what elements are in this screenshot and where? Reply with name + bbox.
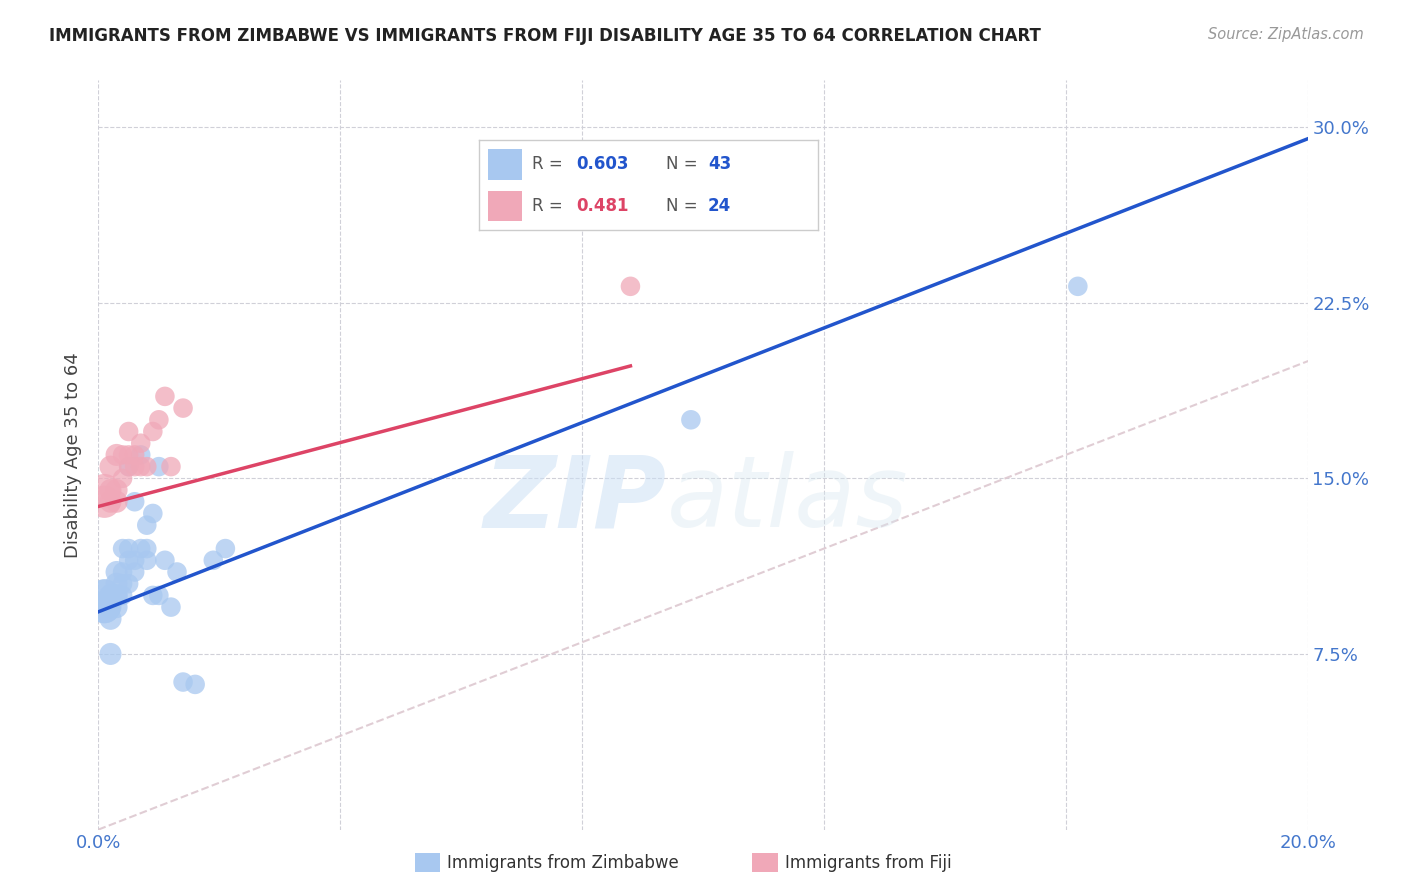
Point — [118, 553, 141, 567]
Point — [100, 589, 122, 603]
Point — [93, 600, 115, 615]
Text: ZIP: ZIP — [484, 451, 666, 549]
Point — [118, 425, 141, 439]
Point — [111, 541, 134, 556]
Point — [93, 589, 115, 603]
Point — [124, 494, 146, 508]
Point — [118, 541, 141, 556]
Point — [124, 553, 146, 567]
Text: Source: ZipAtlas.com: Source: ZipAtlas.com — [1208, 27, 1364, 42]
Point — [105, 576, 128, 591]
Point — [135, 518, 157, 533]
Point — [148, 413, 170, 427]
Point — [111, 448, 134, 462]
Point — [105, 589, 128, 603]
Point — [118, 459, 141, 474]
Point — [148, 589, 170, 603]
Point — [111, 471, 134, 485]
Point — [124, 459, 146, 474]
Point — [93, 600, 115, 615]
Point — [100, 494, 122, 508]
Point — [142, 425, 165, 439]
Point — [111, 576, 134, 591]
Point — [100, 589, 122, 603]
Point — [129, 448, 152, 462]
Point — [93, 483, 115, 497]
Point — [142, 589, 165, 603]
Point — [135, 541, 157, 556]
Point — [100, 600, 122, 615]
Point — [135, 459, 157, 474]
Text: Immigrants from Zimbabwe: Immigrants from Zimbabwe — [447, 854, 679, 871]
Point — [166, 565, 188, 579]
Point — [142, 507, 165, 521]
Point — [100, 647, 122, 661]
Point — [153, 389, 176, 403]
Point — [172, 675, 194, 690]
Point — [100, 459, 122, 474]
Point — [135, 553, 157, 567]
Point — [100, 612, 122, 626]
Point — [160, 600, 183, 615]
Point — [105, 483, 128, 497]
Point — [202, 553, 225, 567]
Point — [124, 565, 146, 579]
Point — [118, 448, 141, 462]
Point — [124, 448, 146, 462]
Point — [153, 553, 176, 567]
Point — [111, 565, 134, 579]
Point — [111, 589, 134, 603]
Text: Immigrants from Fiji: Immigrants from Fiji — [785, 854, 952, 871]
Point — [619, 279, 641, 293]
Point — [118, 459, 141, 474]
Point — [93, 589, 115, 603]
Point — [105, 494, 128, 508]
Point — [679, 413, 702, 427]
Point — [160, 459, 183, 474]
Point — [172, 401, 194, 416]
Text: IMMIGRANTS FROM ZIMBABWE VS IMMIGRANTS FROM FIJI DISABILITY AGE 35 TO 64 CORRELA: IMMIGRANTS FROM ZIMBABWE VS IMMIGRANTS F… — [49, 27, 1040, 45]
Point — [105, 600, 128, 615]
Point — [184, 677, 207, 691]
Point — [105, 589, 128, 603]
Y-axis label: Disability Age 35 to 64: Disability Age 35 to 64 — [65, 352, 83, 558]
Point — [129, 459, 152, 474]
Point — [105, 448, 128, 462]
Text: atlas: atlas — [666, 451, 908, 549]
Point — [105, 565, 128, 579]
Point — [1067, 279, 1090, 293]
Point — [129, 436, 152, 450]
Point — [100, 483, 122, 497]
Point — [148, 459, 170, 474]
Point — [214, 541, 236, 556]
Point — [118, 576, 141, 591]
Point — [129, 541, 152, 556]
Point — [93, 494, 115, 508]
